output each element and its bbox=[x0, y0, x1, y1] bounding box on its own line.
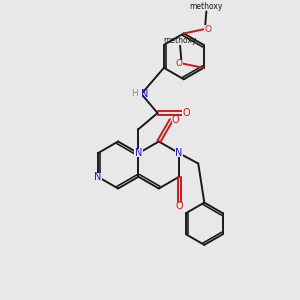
FancyBboxPatch shape bbox=[204, 26, 212, 33]
Text: N: N bbox=[94, 172, 101, 182]
FancyBboxPatch shape bbox=[176, 203, 183, 209]
Text: N: N bbox=[141, 89, 148, 99]
FancyBboxPatch shape bbox=[182, 110, 190, 116]
FancyBboxPatch shape bbox=[94, 172, 102, 181]
FancyBboxPatch shape bbox=[175, 60, 183, 67]
FancyBboxPatch shape bbox=[175, 149, 183, 158]
Text: O: O bbox=[172, 115, 179, 125]
Text: N: N bbox=[176, 148, 183, 158]
Text: O: O bbox=[175, 59, 182, 68]
FancyBboxPatch shape bbox=[172, 117, 179, 123]
Text: O: O bbox=[204, 25, 211, 34]
Text: O: O bbox=[175, 201, 183, 211]
FancyBboxPatch shape bbox=[130, 90, 142, 98]
Text: N: N bbox=[135, 148, 142, 158]
Text: H: H bbox=[132, 89, 138, 98]
Text: O: O bbox=[182, 108, 190, 118]
Text: methoxy: methoxy bbox=[164, 36, 197, 45]
FancyBboxPatch shape bbox=[134, 149, 142, 158]
Text: methoxy: methoxy bbox=[190, 2, 223, 10]
